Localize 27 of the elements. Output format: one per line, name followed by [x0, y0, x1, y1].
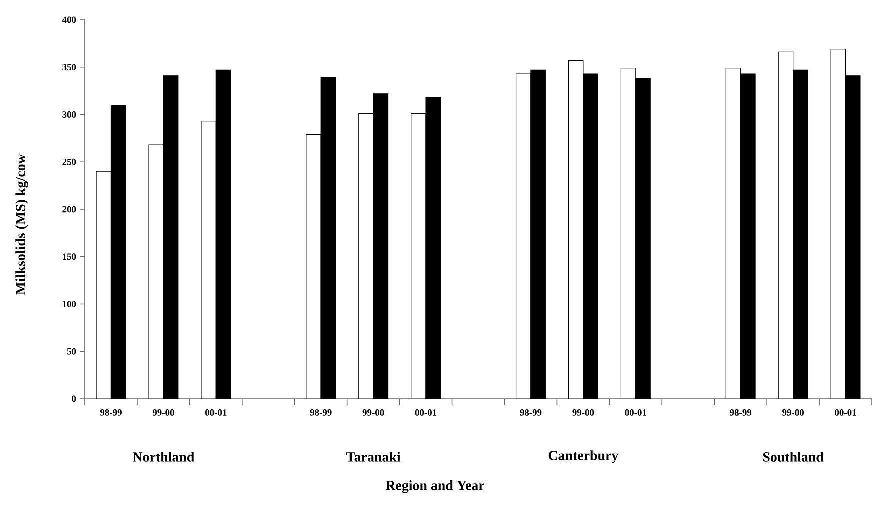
text: Canterbury: [548, 450, 619, 464]
x-tick-label: 99-00: [782, 410, 804, 416]
x-tick-label: 99-00: [362, 410, 384, 416]
x-tick-label: 00-01: [625, 410, 646, 416]
y-tick-label: 100: [63, 301, 76, 308]
y-tick-label: 350: [62, 64, 76, 71]
y-tick-label: 200: [62, 206, 76, 213]
y-tick-label: 250: [62, 158, 76, 166]
y-tick-label: 50: [67, 348, 76, 355]
x-tick-label: 98-99: [730, 410, 752, 416]
y-tick-label: 400: [62, 16, 76, 24]
x-tick-label: 99-00: [572, 410, 594, 416]
text: Northland: [132, 452, 195, 462]
x-tick-label: 00-01: [415, 410, 437, 416]
x-tick-label: 00-01: [835, 410, 856, 416]
x-tick-label: 98-99: [310, 410, 332, 416]
x-tick-label: 99-00: [152, 410, 174, 416]
y-tick-label: 300: [62, 112, 76, 118]
y-tick-label: 0: [72, 396, 76, 402]
text: Southland: [763, 452, 824, 462]
x-tick-label: 98-99: [100, 410, 122, 416]
text: Taranaki: [346, 452, 401, 462]
x-axis-title: Region and Year: [386, 480, 485, 494]
y-axis-title: Milksolids (MS) kg/cow: [16, 154, 28, 295]
y-tick-label: 150: [63, 254, 76, 260]
x-tick-label: 00-01: [205, 410, 227, 416]
x-tick-label: 98-99: [520, 410, 542, 416]
